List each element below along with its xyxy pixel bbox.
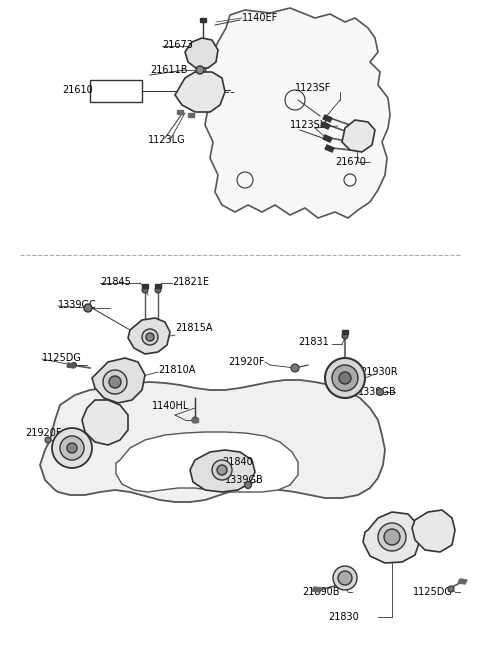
Circle shape [109,376,121,388]
Polygon shape [185,38,218,68]
Circle shape [84,304,92,312]
Text: 21611B: 21611B [150,65,188,75]
Text: 21831: 21831 [298,337,329,347]
Circle shape [325,358,365,398]
Text: 1123SH: 1123SH [290,120,328,130]
Text: 1339GB: 1339GB [225,475,264,485]
Text: 21673: 21673 [162,40,193,50]
Circle shape [342,333,348,339]
Text: 1123LG: 1123LG [148,135,186,145]
Polygon shape [155,284,161,288]
Circle shape [244,482,252,489]
Text: 21930R: 21930R [360,367,397,377]
Circle shape [192,417,198,423]
Circle shape [376,388,384,396]
Polygon shape [190,450,255,492]
Text: 21840: 21840 [222,457,253,467]
Circle shape [378,523,406,551]
Circle shape [196,66,204,74]
Polygon shape [116,432,298,492]
Polygon shape [312,587,322,592]
Polygon shape [458,579,467,584]
Text: 1123SF: 1123SF [295,83,331,93]
Polygon shape [323,135,332,142]
Circle shape [291,364,299,372]
Text: 1125DG: 1125DG [413,587,453,597]
Polygon shape [82,400,128,445]
Text: 1140EF: 1140EF [242,13,278,23]
Polygon shape [128,318,170,354]
Polygon shape [412,510,455,552]
Polygon shape [92,358,145,403]
Polygon shape [323,115,332,122]
Circle shape [155,287,161,293]
Text: 21830: 21830 [328,612,359,622]
Text: 1125DG: 1125DG [42,353,82,363]
Circle shape [45,437,51,443]
Circle shape [142,329,158,345]
Polygon shape [363,512,420,563]
Polygon shape [177,110,183,114]
Circle shape [339,372,351,384]
Text: 21920F: 21920F [25,428,61,438]
Text: 21845: 21845 [100,277,131,287]
Polygon shape [142,284,148,288]
Text: 1339GB: 1339GB [358,387,397,397]
Polygon shape [200,8,390,218]
Text: 21821E: 21821E [172,277,209,287]
Text: 21670: 21670 [335,157,366,167]
Circle shape [333,566,357,590]
Text: 21815A: 21815A [175,323,213,333]
Polygon shape [342,330,348,334]
Polygon shape [188,113,194,117]
Polygon shape [321,122,330,129]
Text: 21810A: 21810A [158,365,195,375]
Circle shape [448,586,454,592]
Circle shape [212,460,232,480]
Polygon shape [342,120,375,152]
Polygon shape [175,72,225,112]
Text: 21920F: 21920F [228,357,264,367]
Polygon shape [200,18,206,22]
Circle shape [67,443,77,453]
Circle shape [332,365,358,391]
Circle shape [384,529,400,545]
Circle shape [60,436,84,460]
Circle shape [72,363,76,367]
Circle shape [103,370,127,394]
Text: 1339GC: 1339GC [58,300,97,310]
Polygon shape [325,145,334,152]
Circle shape [52,428,92,468]
Circle shape [146,333,154,341]
Polygon shape [192,418,198,422]
Polygon shape [67,363,75,368]
Polygon shape [40,380,385,502]
Circle shape [142,287,148,293]
Text: 21610: 21610 [62,85,93,95]
Text: 1140HL: 1140HL [152,401,190,411]
Text: 21890B: 21890B [302,587,339,597]
Circle shape [338,571,352,585]
Circle shape [217,465,227,475]
